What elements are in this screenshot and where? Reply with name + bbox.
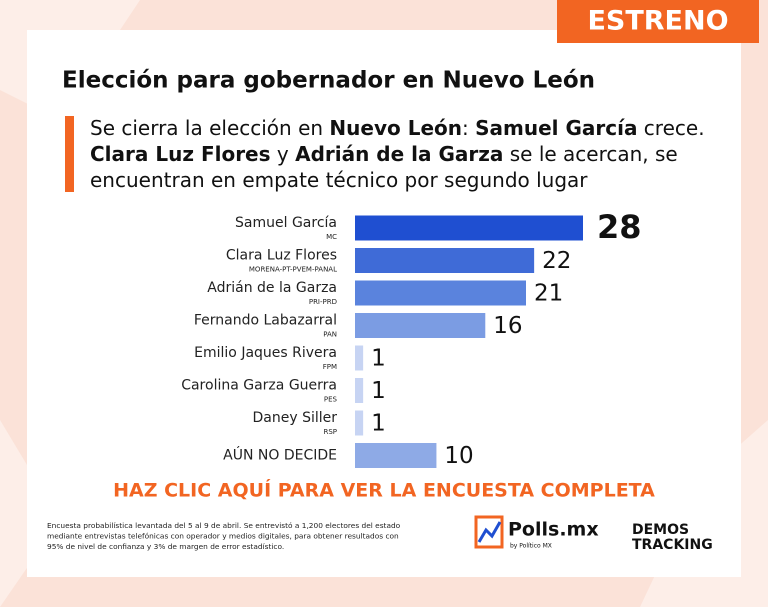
tracking-logo: TRACKING: [632, 537, 713, 553]
subtitle-line: Clara Luz Flores y Adrián de la Garza se…: [90, 142, 678, 166]
cta-link[interactable]: HAZ CLIC AQUÍ PARA VER LA ENCUESTA COMPL…: [113, 479, 655, 502]
candidate-name: Samuel García: [235, 215, 337, 231]
subtitle-segment: Adrián de la Garza: [295, 142, 503, 166]
candidate-name: AÚN NO DECIDE: [223, 446, 337, 464]
bar: [355, 410, 364, 436]
footnote-line: Encuesta probabilística levantada del 5 …: [47, 521, 401, 530]
subtitle-segment: Se cierra la elección en: [90, 116, 329, 140]
polls-logo: Polls.mx: [508, 519, 599, 541]
demos-logo: DEMOS: [632, 522, 689, 538]
party-label: MC: [326, 233, 337, 241]
bar: [355, 378, 364, 403]
bar: [355, 345, 364, 371]
value-label: 21: [534, 281, 563, 307]
subtitle-segment: encuentran en empate técnico por segundo…: [90, 168, 588, 192]
value-label: 1: [371, 411, 386, 437]
value-label: 22: [542, 248, 571, 274]
subtitle-segment: crece.: [637, 116, 704, 140]
bar: [355, 248, 535, 273]
party-label: FPM: [323, 363, 337, 371]
polls-logo-icon: [474, 515, 504, 549]
party-label: RSP: [323, 428, 337, 436]
badge: ESTRENO: [587, 6, 728, 37]
footnote-line: 95% de nivel de confianza y 3% de margen…: [47, 542, 284, 551]
value-label: 16: [493, 313, 522, 339]
footnote-line: mediante entrevistas telefónicas con ope…: [47, 532, 399, 541]
value-label: 10: [444, 443, 473, 469]
subtitle-segment: y: [271, 142, 296, 166]
candidate-name: Carolina Garza Guerra: [181, 378, 337, 394]
subtitle-line: encuentran en empate técnico por segundo…: [90, 168, 588, 192]
polls-logo-line: [477, 521, 502, 543]
party-label: PAN: [323, 331, 337, 339]
candidate-name: Clara Luz Flores: [226, 248, 337, 264]
bar: [355, 313, 486, 338]
polls-by: by Político MX: [510, 543, 552, 550]
bar-chart: Samuel García MC 28 Clara Luz Flores MORENA-…: [181, 208, 641, 469]
candidate-name: Adrián de la Garza: [207, 280, 337, 296]
party-label: MORENA-PT-PVEM-PANAL: [249, 266, 337, 274]
party-label: PES: [324, 396, 338, 404]
value-label: 28: [597, 208, 642, 246]
bar: [355, 280, 526, 306]
subtitle-line: Se cierra la elección en Nuevo León: Sam…: [90, 116, 705, 140]
party-label: PRI-PRD: [309, 298, 337, 306]
bar: [355, 443, 437, 468]
bar: [355, 215, 583, 241]
chart-title: Elección para gobernador en Nuevo León: [62, 68, 595, 94]
badge-box: [557, 0, 759, 43]
value-label: 1: [371, 378, 386, 404]
subtitle-segment: Nuevo León: [329, 116, 462, 140]
candidate-name: Fernando Labazarral: [194, 313, 337, 329]
candidate-name: Emilio Jaques Rivera: [194, 345, 337, 361]
subtitle-segment: Clara Luz Flores: [90, 142, 271, 166]
value-label: 1: [371, 346, 386, 372]
subtitle: Se cierra la elección en Nuevo León: Sam…: [90, 116, 705, 192]
subtitle-segment: Samuel García: [475, 116, 637, 140]
subtitle-segment: :: [462, 116, 475, 140]
candidate-name: Daney Siller: [252, 410, 337, 426]
footnote: Encuesta probabilística levantada del 5 …: [47, 521, 401, 551]
subtitle-segment: se le acercan, se: [503, 142, 677, 166]
accent-bar: [65, 116, 74, 192]
